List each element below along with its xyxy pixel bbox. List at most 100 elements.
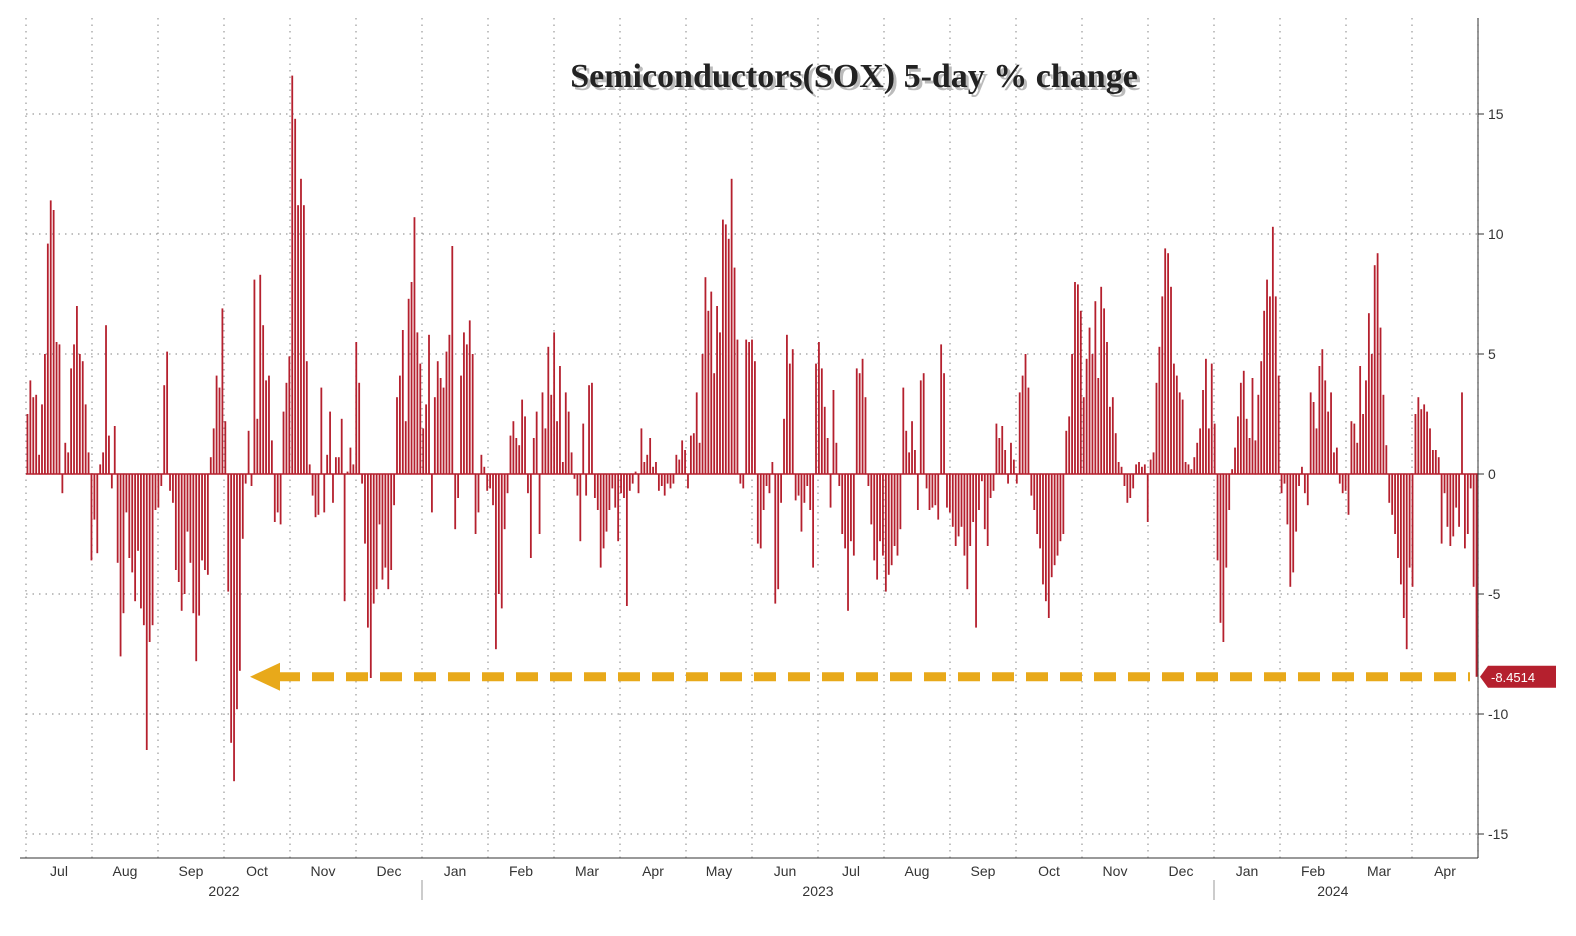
bar [960, 474, 963, 527]
bar [1239, 382, 1242, 474]
x-tick-label: Aug [113, 863, 138, 879]
bar [1199, 428, 1202, 474]
bar [640, 428, 643, 474]
bar [1271, 226, 1274, 474]
bar [364, 474, 366, 544]
x-tick-label: Sep [971, 863, 996, 879]
bar [495, 474, 497, 650]
bar [623, 474, 625, 498]
bar [614, 474, 617, 508]
bar [1469, 474, 1472, 489]
bar [186, 474, 189, 532]
bar [439, 378, 442, 474]
bar [873, 474, 876, 561]
bar [451, 246, 454, 474]
bar [1077, 284, 1079, 474]
bar [291, 75, 294, 474]
bar [396, 397, 398, 474]
bar [463, 332, 465, 474]
bar [204, 474, 206, 570]
bar [163, 385, 166, 474]
bar [352, 464, 355, 474]
bar [215, 375, 218, 474]
bar [547, 346, 550, 474]
bar [803, 474, 806, 503]
bar [262, 325, 265, 474]
bar [567, 411, 570, 474]
bar [221, 308, 224, 474]
bar [1149, 459, 1152, 474]
bar [1193, 457, 1196, 474]
x-tick-label: Oct [246, 863, 268, 879]
bar [1036, 474, 1039, 534]
bar [599, 474, 602, 568]
bar [474, 474, 477, 534]
bar [1012, 459, 1015, 474]
bar [1260, 361, 1263, 474]
bar [212, 428, 215, 474]
bar [206, 474, 209, 575]
bar [253, 279, 256, 474]
bar [1464, 474, 1466, 549]
bar [247, 430, 250, 474]
bar [457, 474, 460, 498]
bar [657, 474, 660, 491]
bar [1388, 474, 1391, 503]
bar [497, 474, 500, 594]
bar [1187, 464, 1190, 474]
bar [620, 474, 622, 494]
bar [445, 351, 448, 474]
bar [128, 474, 131, 558]
bar [1027, 387, 1030, 474]
bar [1458, 474, 1460, 527]
bar [378, 474, 381, 525]
bar [512, 421, 515, 474]
bar [529, 474, 532, 558]
bar [1437, 457, 1440, 474]
bar [602, 474, 605, 549]
bar [224, 421, 227, 474]
bar [407, 298, 410, 474]
bar [1446, 474, 1449, 527]
year-label: 2023 [802, 883, 833, 899]
bar [1344, 474, 1347, 491]
bar [704, 277, 707, 474]
bar [99, 464, 102, 474]
bar [1301, 466, 1303, 474]
bar [1245, 418, 1248, 474]
bar [777, 474, 780, 590]
bar [1367, 313, 1370, 474]
bar [279, 474, 282, 525]
bar [1062, 474, 1065, 534]
bar [1044, 474, 1047, 602]
bar [1047, 474, 1050, 618]
bar [931, 474, 934, 508]
bar [550, 394, 553, 474]
bar [695, 392, 698, 474]
bar [1251, 378, 1254, 474]
bar [864, 397, 867, 474]
bar [145, 474, 148, 750]
x-tick-label: Dec [377, 863, 402, 879]
bar [244, 474, 247, 484]
bar [1100, 286, 1103, 474]
bar [1429, 428, 1431, 474]
bar [684, 450, 686, 474]
bar [515, 438, 518, 474]
bar [108, 435, 110, 474]
x-tick-label: Oct [1038, 863, 1060, 879]
bar [556, 421, 558, 474]
bar [422, 428, 425, 474]
bar [509, 435, 512, 474]
bar [681, 440, 684, 474]
bar [300, 178, 302, 475]
bar [209, 457, 212, 474]
bar [140, 474, 142, 609]
bar [675, 454, 678, 474]
bar [829, 474, 832, 508]
bar [646, 454, 649, 474]
bar [1376, 253, 1379, 474]
bar [113, 426, 116, 474]
bar [884, 474, 887, 592]
bar [756, 474, 759, 544]
